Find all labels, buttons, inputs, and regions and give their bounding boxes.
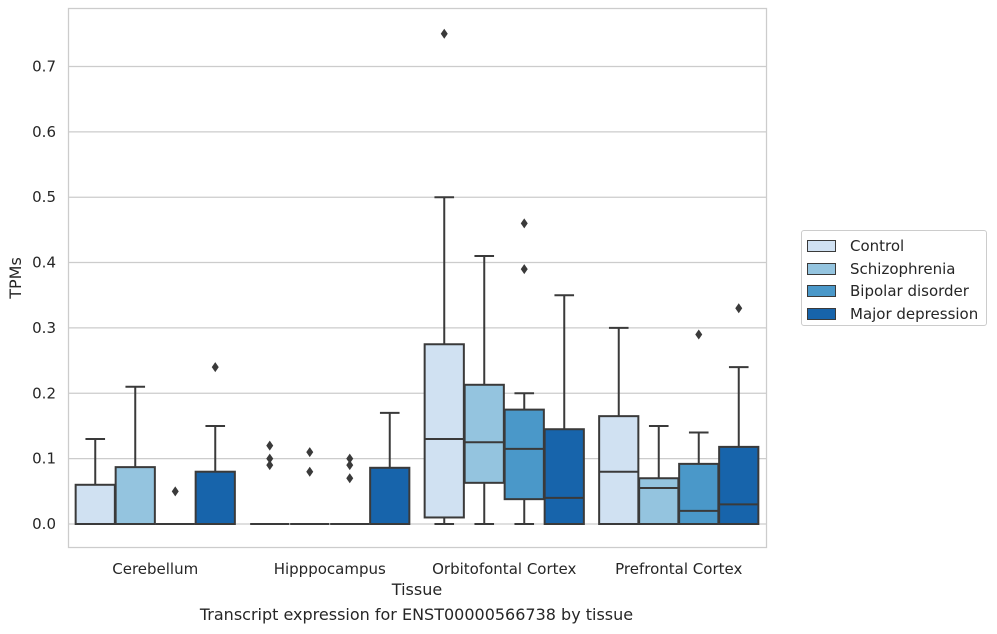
legend-label: Schizophrenia — [850, 259, 956, 278]
legend-swatch — [807, 285, 836, 298]
x-tick-labels: Cerebellum Hipppocampus Orbitofontal Corte… — [112, 560, 742, 578]
legend-label: Major depression — [850, 304, 979, 323]
legend-swatch — [807, 262, 836, 275]
gridlines — [68, 65, 766, 525]
y-tick-label: 0.5 — [32, 188, 56, 206]
box-body — [74, 483, 116, 525]
legend-item-schizophrenia: Schizophrenia — [802, 258, 986, 281]
x-axis-label: Tissue — [391, 580, 442, 599]
box-body — [463, 383, 505, 484]
outlier-point — [306, 447, 314, 458]
box-body — [423, 343, 465, 519]
outlier-point — [266, 460, 274, 471]
box-0-0 — [74, 438, 116, 525]
box-1-2 — [330, 453, 370, 525]
outlier-point — [266, 453, 274, 464]
y-tick-label: 0.4 — [32, 254, 56, 272]
outlier-point — [735, 303, 743, 314]
outlier-point — [440, 28, 448, 39]
box-3-0 — [598, 326, 640, 526]
box-2-0 — [423, 28, 465, 525]
x-tick-label: Cerebellum — [112, 560, 198, 578]
box-0-1 — [114, 385, 156, 526]
box-plot-area — [74, 28, 760, 526]
legend: Control Schizophrenia Bipolar disorder M… — [801, 230, 987, 326]
y-tick-labels: 0.0 0.1 0.2 0.3 0.4 0.5 0.6 0.7 — [32, 57, 56, 533]
y-axis-label: TPMs — [6, 257, 25, 300]
box-3-2 — [678, 329, 720, 526]
y-tick-label: 0.0 — [32, 515, 56, 533]
legend-swatch — [807, 307, 836, 320]
legend-item-major-depression: Major depression — [802, 303, 986, 326]
box-body — [598, 415, 640, 526]
outlier-point — [266, 440, 274, 451]
box-1-0 — [250, 440, 290, 525]
y-tick-label: 0.6 — [32, 123, 56, 141]
box-3-1 — [638, 424, 680, 525]
outlier-point — [346, 460, 354, 471]
outlier-point — [520, 264, 528, 275]
x-tick-label: Hipppocampus — [274, 560, 386, 578]
y-tick-label: 0.2 — [32, 384, 56, 402]
legend-item-bipolar-disorder: Bipolar disorder — [802, 280, 986, 303]
box-body — [543, 428, 585, 525]
outlier-point — [211, 362, 219, 373]
chart-caption: Transcript expression for ENST0000056673… — [199, 605, 634, 624]
legend-label: Control — [850, 237, 905, 256]
box-2-2 — [503, 218, 545, 525]
legend-swatch — [807, 240, 836, 253]
x-tick-label: Orbitofontal Cortex — [432, 560, 576, 578]
box-body — [114, 466, 156, 526]
box-body — [194, 470, 236, 526]
box-2-3 — [543, 294, 585, 525]
outlier-point — [346, 453, 354, 464]
box-body — [638, 477, 680, 525]
box-body — [678, 462, 720, 526]
box-1-3 — [369, 411, 411, 526]
plot-frame — [67, 7, 768, 549]
outlier-point — [695, 329, 703, 340]
box-0-2 — [155, 486, 195, 525]
box-2-1 — [463, 255, 505, 525]
outlier-point — [346, 473, 354, 484]
box-0-3 — [194, 362, 236, 526]
outlier-point — [171, 486, 179, 497]
box-body — [369, 466, 411, 526]
outlier-point — [306, 466, 314, 477]
box-body — [503, 408, 545, 501]
y-tick-label: 0.1 — [32, 450, 56, 468]
y-tick-label: 0.7 — [32, 57, 56, 75]
legend-label: Bipolar disorder — [850, 282, 969, 301]
legend-item-control: Control — [802, 235, 986, 258]
outlier-point — [520, 218, 528, 229]
box-body — [718, 445, 760, 526]
box-3-3 — [718, 303, 760, 526]
y-tick-label: 0.3 — [32, 319, 56, 337]
box-1-1 — [290, 447, 330, 525]
x-tick-label: Prefrontal Cortex — [615, 560, 742, 578]
